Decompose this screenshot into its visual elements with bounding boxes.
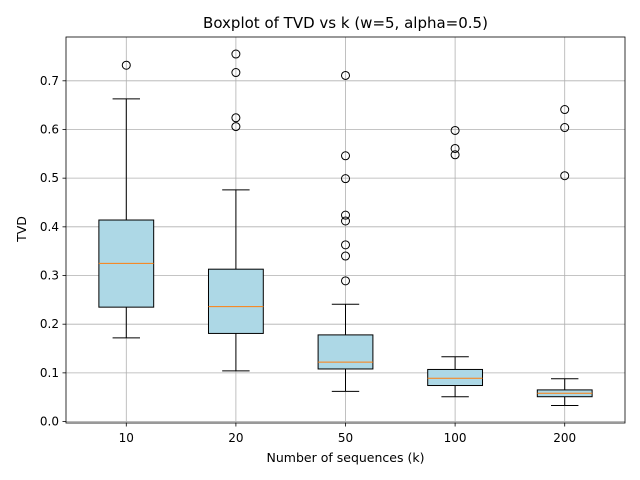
iqr-box	[317, 334, 374, 370]
plot-area: 0.0 0.1 0.2 0.3 0.4 0.5 0.6 0.7 10 20 50 100 200	[40, 36, 626, 445]
outlier-point	[341, 276, 350, 286]
outlier-point	[121, 60, 131, 70]
x-tick-label: 100	[444, 431, 467, 445]
x-tick-label: 10	[119, 431, 134, 445]
chart-title: Boxplot of TVD vs k (w=5, alpha=0.5)	[203, 14, 488, 32]
outlier-point	[341, 216, 350, 226]
box-group-10	[98, 60, 155, 339]
box-group-200	[536, 105, 593, 406]
y-tick-label: 0.3	[40, 269, 59, 283]
outlier-point	[450, 125, 460, 135]
outlier-point	[341, 210, 350, 220]
iqr-box	[207, 268, 264, 334]
x-tick-label: 50	[338, 431, 353, 445]
y-tick-label: 0.7	[40, 74, 59, 88]
outlier-point	[341, 240, 350, 250]
outlier-point	[231, 68, 241, 78]
y-tick-label: 0.0	[40, 415, 59, 429]
outlier-point	[231, 49, 241, 59]
outlier-point	[341, 70, 350, 80]
box-group-20	[207, 49, 264, 372]
outlier-point	[231, 113, 241, 123]
x-axis-label: Number of sequences (k)	[267, 450, 425, 465]
y-tick-label: 0.6	[40, 122, 59, 136]
outlier-point	[450, 143, 460, 153]
outlier-point	[341, 251, 350, 261]
y-tick-label: 0.2	[40, 317, 59, 331]
outlier-point	[341, 174, 350, 184]
y-axis-label: TVD	[14, 216, 29, 243]
y-tick-label: 0.4	[40, 220, 59, 234]
y-tick-label: 0.5	[40, 171, 59, 185]
iqr-box	[427, 368, 484, 387]
outlier-point	[560, 171, 570, 181]
outlier-point	[231, 122, 241, 132]
outlier-point	[560, 105, 570, 115]
x-tick-label: 200	[553, 431, 576, 445]
box-group-50	[317, 70, 374, 392]
x-tick-label: 20	[228, 431, 243, 445]
outlier-point	[341, 151, 350, 161]
y-tick-label: 0.1	[40, 366, 59, 380]
outlier-point	[560, 123, 570, 133]
outlier-point	[450, 150, 460, 160]
box-group-100	[427, 125, 484, 398]
